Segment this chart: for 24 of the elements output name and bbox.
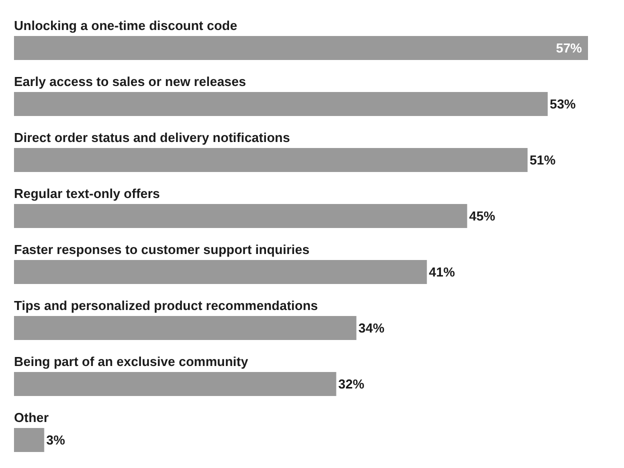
bar bbox=[14, 428, 44, 452]
y-tick-label: Tips and personalized product recommendations bbox=[14, 298, 318, 313]
data-label: 51% bbox=[530, 152, 556, 168]
y-tick-label: Early access to sales or new releases bbox=[14, 74, 246, 89]
data-label: 41% bbox=[428, 264, 456, 280]
y-tick-label: Being part of an exclusive community bbox=[14, 354, 249, 369]
data-label: 45% bbox=[469, 208, 496, 224]
bar bbox=[14, 372, 336, 396]
y-tick-label: Unlocking a one-time discount code bbox=[14, 18, 238, 33]
bar bbox=[14, 204, 468, 228]
y-tick-label: Faster responses to customer support inquiries bbox=[14, 242, 310, 257]
bar bbox=[14, 260, 427, 284]
y-tick-label: Regular text-only offers bbox=[14, 186, 160, 201]
bar bbox=[14, 316, 356, 340]
data-label: 32% bbox=[338, 376, 365, 392]
bar bbox=[14, 36, 588, 60]
data-label: 34% bbox=[358, 320, 385, 336]
bar bbox=[14, 148, 528, 172]
data-label: 57% bbox=[556, 40, 582, 56]
data-label: 53% bbox=[550, 96, 576, 112]
bar bbox=[14, 92, 548, 116]
data-label: 3% bbox=[46, 432, 66, 448]
y-tick-label: Direct order status and delivery notifications bbox=[14, 130, 290, 145]
y-tick-label: Other bbox=[14, 410, 49, 425]
